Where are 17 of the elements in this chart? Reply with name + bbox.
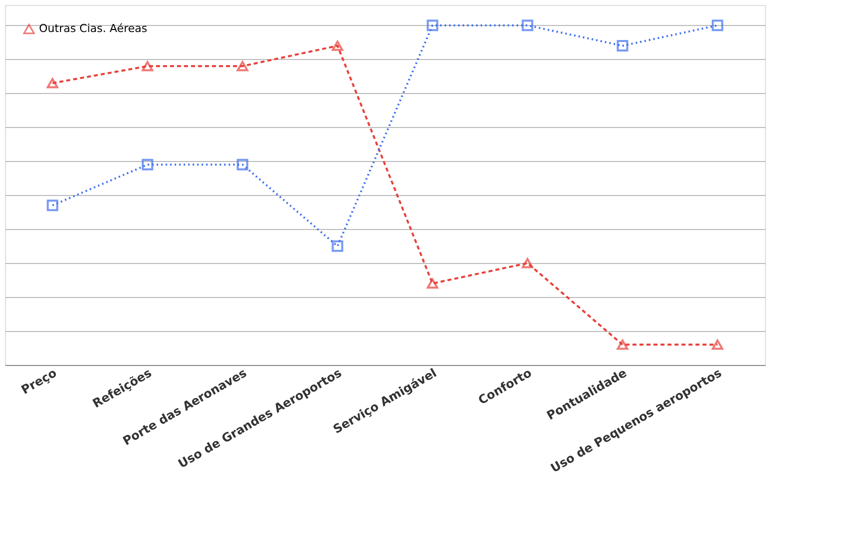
legend-label: Outras Cias. Aéreas	[39, 22, 148, 35]
point	[142, 158, 154, 170]
point	[236, 61, 248, 72]
point	[426, 20, 438, 32]
point	[522, 258, 534, 268]
point	[46, 200, 58, 212]
point	[46, 78, 58, 88]
point	[712, 340, 724, 350]
point	[712, 20, 724, 32]
point	[142, 61, 154, 72]
point	[332, 40, 344, 51]
point	[426, 278, 438, 289]
point	[616, 340, 628, 350]
point	[332, 240, 344, 252]
point	[616, 40, 628, 52]
point	[522, 20, 534, 32]
point	[236, 158, 248, 170]
